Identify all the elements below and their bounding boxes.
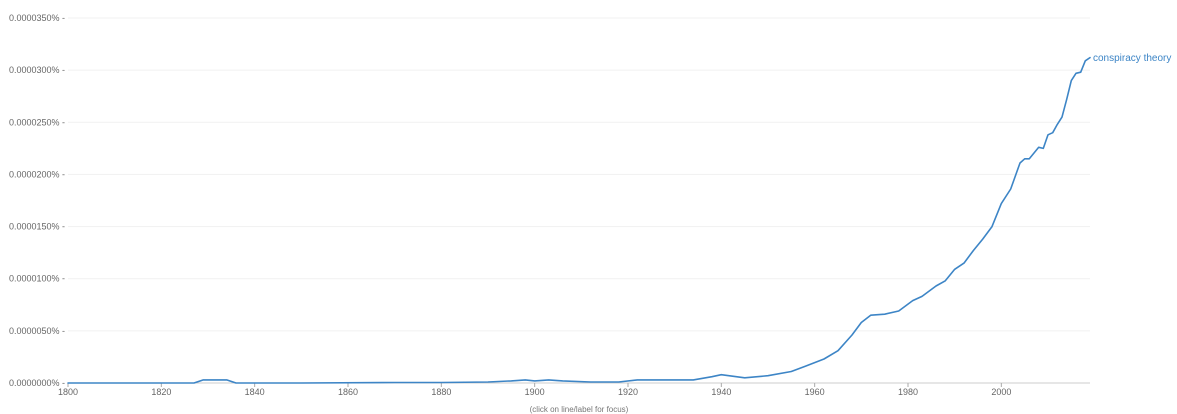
x-tick-label: 1980	[898, 387, 918, 397]
series-line[interactable]	[67, 56, 1091, 384]
y-axis: 0.0000000% - 0.0000050% - 0.0000100% - 0.00…	[9, 13, 65, 388]
x-tick-label: 1940	[711, 387, 731, 397]
x-tick-label: 1800	[58, 387, 78, 397]
y-tick-label: 0.0000150% -	[9, 222, 65, 232]
x-tick-label: 1880	[431, 387, 451, 397]
y-tick-label: 0.0000100% -	[9, 274, 65, 284]
y-tick-label: 0.0000350% -	[9, 13, 65, 23]
y-tick-label: 0.0000050% -	[9, 326, 65, 336]
x-tick-label: 1840	[245, 387, 265, 397]
x-axis: 1800 1820 1840 1860 1880 1900 1920 1940 1960 1980…	[58, 383, 1011, 397]
x-tick-label: 1960	[805, 387, 825, 397]
x-tick-label: 1900	[525, 387, 545, 397]
y-tick-label: 0.0000200% -	[9, 169, 65, 179]
series-label[interactable]: conspiracy theory	[1093, 53, 1171, 64]
y-tick-label: 0.0000300% -	[9, 65, 65, 75]
series-layer[interactable]: conspiracy theory	[67, 53, 1171, 384]
grid-lines	[68, 17, 1090, 384]
x-tick-label: 2000	[991, 387, 1011, 397]
x-tick-label: 1860	[338, 387, 358, 397]
y-tick-label: 0.0000000% -	[9, 378, 65, 388]
y-tick-label: 0.0000250% -	[9, 117, 65, 127]
click-hint: (click on line/label for focus)	[530, 405, 629, 414]
x-tick-label: 1920	[618, 387, 638, 397]
x-tick-label: 1820	[151, 387, 171, 397]
